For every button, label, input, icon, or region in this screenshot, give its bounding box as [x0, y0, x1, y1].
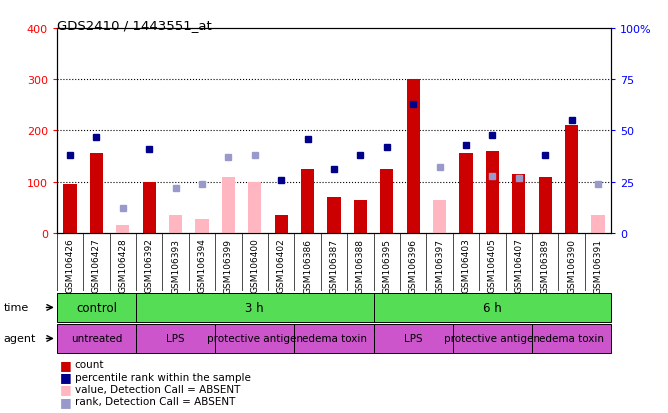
Bar — [215, 324, 295, 353]
Bar — [63, 185, 77, 233]
Text: ■: ■ — [60, 370, 72, 383]
Text: control: control — [76, 301, 117, 314]
Bar — [327, 197, 341, 233]
Text: GSM106387: GSM106387 — [329, 238, 339, 293]
Text: 6 h: 6 h — [483, 301, 502, 314]
Bar — [248, 182, 261, 233]
Bar — [380, 169, 393, 233]
Bar — [453, 324, 532, 353]
Text: GSM106395: GSM106395 — [382, 238, 391, 293]
Text: percentile rank within the sample: percentile rank within the sample — [75, 372, 250, 382]
Text: ■: ■ — [60, 382, 72, 396]
Bar — [301, 169, 314, 233]
Text: GSM106426: GSM106426 — [65, 238, 74, 292]
Bar — [57, 293, 136, 322]
Bar — [116, 225, 130, 233]
Bar — [136, 324, 215, 353]
Bar — [295, 324, 373, 353]
Bar — [57, 324, 136, 353]
Bar — [512, 175, 526, 233]
Text: agent: agent — [3, 334, 35, 344]
Text: edema toxin: edema toxin — [539, 334, 604, 344]
Text: LPS: LPS — [166, 334, 185, 344]
Text: GSM106391: GSM106391 — [594, 238, 603, 293]
Text: GSM106389: GSM106389 — [540, 238, 550, 293]
Text: protective antigen: protective antigen — [444, 334, 540, 344]
Bar — [407, 80, 420, 233]
Text: value, Detection Call = ABSENT: value, Detection Call = ABSENT — [75, 384, 240, 394]
Text: untreated: untreated — [71, 334, 122, 344]
Text: GSM106388: GSM106388 — [356, 238, 365, 293]
Text: GSM106393: GSM106393 — [171, 238, 180, 293]
Bar — [373, 293, 611, 322]
Text: GSM106407: GSM106407 — [514, 238, 523, 293]
Bar — [532, 324, 611, 353]
Text: LPS: LPS — [404, 334, 423, 344]
Text: GDS2410 / 1443551_at: GDS2410 / 1443551_at — [57, 19, 212, 31]
Bar — [90, 154, 103, 233]
Bar — [538, 177, 552, 233]
Text: GSM106390: GSM106390 — [567, 238, 576, 293]
Text: GSM106403: GSM106403 — [462, 238, 470, 293]
Bar — [591, 216, 605, 233]
Text: GSM106405: GSM106405 — [488, 238, 497, 293]
Bar — [275, 216, 288, 233]
Text: protective antigen: protective antigen — [207, 334, 303, 344]
Bar — [169, 216, 182, 233]
Text: GSM106397: GSM106397 — [435, 238, 444, 293]
Text: GSM106386: GSM106386 — [303, 238, 312, 293]
Text: GSM106428: GSM106428 — [118, 238, 128, 292]
Bar — [565, 126, 578, 233]
Bar — [354, 200, 367, 233]
Text: GSM106392: GSM106392 — [145, 238, 154, 293]
Bar — [486, 152, 499, 233]
Bar — [460, 154, 473, 233]
Text: time: time — [3, 303, 29, 313]
Text: GSM106402: GSM106402 — [277, 238, 286, 292]
Bar — [196, 219, 208, 233]
Bar — [142, 182, 156, 233]
Text: rank, Detection Call = ABSENT: rank, Detection Call = ABSENT — [75, 396, 235, 406]
Bar — [433, 200, 446, 233]
Text: GSM106427: GSM106427 — [92, 238, 101, 292]
Bar — [222, 177, 235, 233]
Bar — [136, 293, 373, 322]
Text: GSM106399: GSM106399 — [224, 238, 233, 293]
Text: 3 h: 3 h — [245, 301, 264, 314]
Text: GSM106396: GSM106396 — [409, 238, 418, 293]
Bar — [373, 324, 453, 353]
Text: ■: ■ — [60, 395, 72, 408]
Text: GSM106400: GSM106400 — [250, 238, 259, 293]
Text: edema toxin: edema toxin — [301, 334, 367, 344]
Text: ■: ■ — [60, 358, 72, 371]
Text: count: count — [75, 359, 104, 369]
Text: GSM106394: GSM106394 — [198, 238, 206, 293]
